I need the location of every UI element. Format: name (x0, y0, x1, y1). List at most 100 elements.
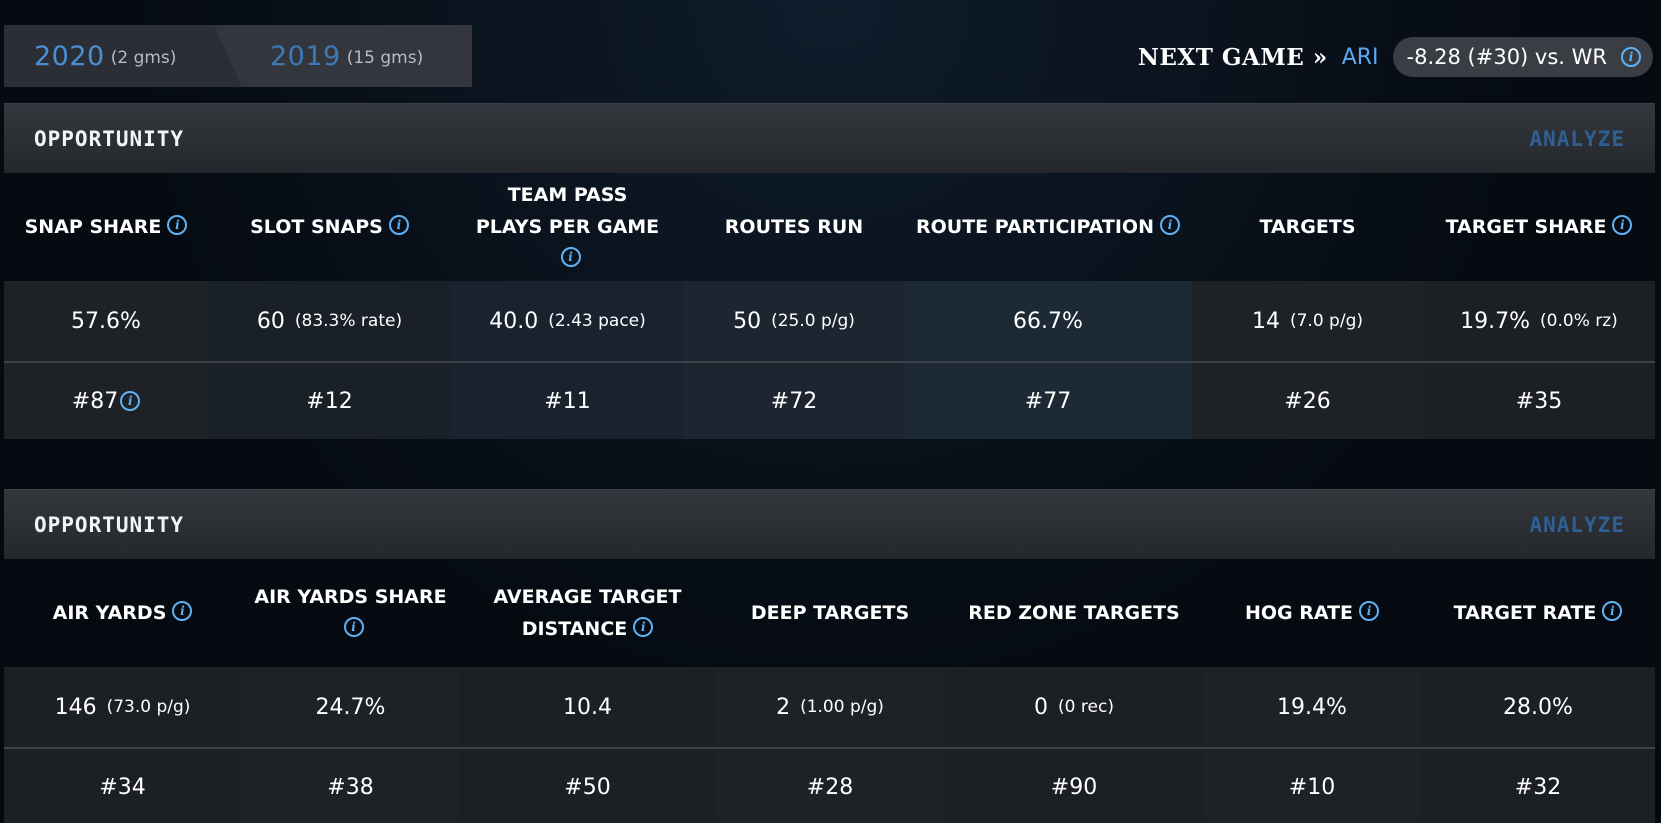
stat-value-cell: 14 (7.0 p/g) (1192, 281, 1423, 361)
stat-value: 28.0% (1503, 694, 1573, 720)
stat-value-cell: 60 (83.3% rate) (208, 281, 451, 361)
stat-value: 146 (54, 694, 97, 720)
column-header: ROUTE PARTICIPATION i (904, 173, 1192, 281)
column-header: AIR YARDS i (4, 559, 241, 667)
stat-rank: #72 (770, 388, 818, 414)
stat-value-cell: 19.7% (0.0% rz) (1423, 281, 1655, 361)
stat-rank-cell: #12 (208, 361, 451, 439)
season-year: 2019 (270, 40, 341, 72)
season-tab-2020[interactable]: 2020 (2 gms) (4, 25, 242, 87)
season-games: (15 gms) (346, 48, 424, 68)
stat-rank-cell: #72 (684, 361, 904, 439)
column-header: AIR YARDS SHARE i (241, 559, 460, 667)
stat-subvalue: (0.0% rz) (1540, 311, 1618, 331)
stat-rank: #32 (1514, 774, 1562, 800)
stat-value-cell: 146 (73.0 p/g) (4, 667, 241, 747)
stat-rank: #35 (1515, 388, 1563, 414)
stat-subvalue: (1.00 p/g) (800, 697, 884, 717)
next-game-opponent[interactable]: ARI (1341, 44, 1379, 70)
column-header: SNAP SHARE i (4, 173, 208, 281)
stats-table: SNAP SHARE i SLOT SNAPS i TEAM PASS PLAYS … (4, 173, 1655, 439)
stat-value: 19.7% (1460, 308, 1531, 334)
stat-value: 14 (1251, 308, 1280, 334)
info-icon[interactable]: i (388, 215, 409, 235)
info-icon[interactable]: i (1359, 601, 1380, 621)
stat-value: 66.7% (1013, 308, 1083, 334)
stat-rank: #90 (1050, 774, 1098, 800)
stat-value-cell: 57.6% (4, 281, 208, 361)
header-label: AIR YARDS (52, 602, 167, 624)
opportunity-section-2: OPPORTUNITY ANALYZE AIR YARDS i AIR YARDS… (4, 489, 1655, 823)
column-header: HOG RATE i (1203, 559, 1421, 667)
column-header: TARGET SHARE i (1423, 173, 1655, 281)
stat-rank: #50 (564, 774, 611, 800)
stat-value: 50 (733, 308, 762, 334)
opportunity-section-1: OPPORTUNITY ANALYZE SNAP SHARE i SLOT SNA… (4, 103, 1655, 439)
stat-rank-cell: #35 (1423, 361, 1655, 439)
section-title: OPPORTUNITY (34, 512, 185, 537)
stat-value: 57.6% (71, 308, 141, 334)
stat-value-cell: 28.0% (1421, 667, 1655, 747)
stat-rank: #87 (71, 388, 119, 414)
info-icon[interactable]: i (1621, 47, 1641, 67)
header-label: TARGET RATE (1453, 602, 1597, 624)
header-label: SNAP SHARE (24, 216, 162, 238)
analyze-link[interactable]: ANALYZE (1529, 512, 1625, 537)
column-header: DEEP TARGETS (715, 559, 945, 667)
stat-rank-cell: #32 (1421, 747, 1655, 823)
info-icon[interactable]: i (172, 601, 193, 621)
stat-value-cell: 50 (25.0 p/g) (684, 281, 904, 361)
stat-rank-cell: #50 (460, 747, 715, 823)
column-header: TARGETS (1192, 173, 1423, 281)
season-games: (2 gms) (110, 48, 177, 68)
column-header: TARGET RATE i (1421, 559, 1655, 667)
stat-value-cell: 66.7% (904, 281, 1192, 361)
info-icon[interactable]: i (343, 617, 364, 637)
stat-rank: #34 (99, 774, 146, 800)
column-header: ROUTES RUN (684, 173, 904, 281)
info-icon[interactable]: i (1602, 601, 1623, 621)
header-label: TARGET SHARE (1445, 216, 1607, 238)
stat-value: 24.7% (315, 694, 386, 720)
stat-value: 19.4% (1277, 694, 1347, 720)
stat-value-cell: 2 (1.00 p/g) (715, 667, 945, 747)
header-label: SLOT SNAPS (250, 216, 383, 238)
season-tab-2019[interactable]: 2019 (15 gms) (212, 25, 472, 87)
stat-rank-cell: #28 (715, 747, 945, 823)
header-label: RED ZONE TARGETS (968, 602, 1180, 624)
info-icon[interactable]: i (167, 215, 188, 235)
stat-subvalue: (0 rec) (1058, 697, 1114, 717)
season-toggle: 2020 (2 gms) 2019 (15 gms) (4, 25, 472, 87)
info-icon[interactable]: i (1612, 215, 1633, 235)
stat-rank-cell: #77 (904, 361, 1192, 439)
stat-rank-cell: #11 (451, 361, 684, 439)
analyze-link[interactable]: ANALYZE (1529, 126, 1625, 151)
stat-rank-cell: #26 (1192, 361, 1423, 439)
section-title: OPPORTUNITY (34, 126, 185, 151)
column-header: TEAM PASS PLAYS PER GAME i (451, 173, 684, 281)
stat-subvalue: (83.3% rate) (294, 311, 403, 331)
column-header: SLOT SNAPS i (208, 173, 451, 281)
stat-rank-cell: #34 (4, 747, 241, 823)
stat-value-cell: 24.7% (241, 667, 460, 747)
info-icon[interactable]: i (1159, 215, 1180, 235)
header-label: AVERAGE TARGET DISTANCE (493, 586, 682, 640)
info-icon[interactable]: i (633, 617, 654, 637)
stat-subvalue: (7.0 p/g) (1289, 311, 1363, 331)
stat-value: 60 (256, 308, 285, 334)
stat-rank: #38 (327, 774, 374, 800)
stat-value: 40.0 (489, 308, 539, 334)
header-label: ROUTE PARTICIPATION (916, 216, 1154, 238)
matchup-pill[interactable]: -8.28 (#30) vs. WR i (1392, 37, 1653, 77)
info-icon[interactable]: i (560, 247, 581, 267)
stat-subvalue: (2.43 pace) (548, 311, 646, 331)
header-label: TEAM PASS PLAYS PER GAME (475, 184, 660, 238)
stat-rank-cell: #38 (241, 747, 460, 823)
stat-value: 10.4 (563, 694, 612, 720)
next-game-label: NEXT GAME » (1137, 43, 1328, 71)
stat-value-cell: 19.4% (1203, 667, 1421, 747)
info-icon[interactable]: i (120, 391, 141, 411)
stat-value: 0 (1034, 694, 1049, 720)
header-label: TARGETS (1259, 216, 1356, 238)
stat-rank-cell: #90 (945, 747, 1203, 823)
